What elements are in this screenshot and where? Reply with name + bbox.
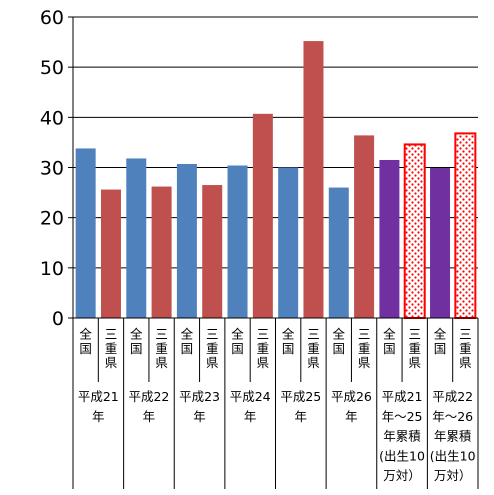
bar	[227, 165, 248, 318]
y-tick-label: 30	[40, 158, 64, 180]
group-label: 平成22 年～26 年累積(出生10 万対）	[430, 389, 476, 483]
bar	[278, 167, 299, 318]
bar	[328, 187, 349, 318]
y-tick-label: 10	[40, 258, 64, 280]
category-label: 全国	[333, 327, 346, 356]
category-label: 全国	[282, 327, 295, 356]
bar	[75, 148, 96, 318]
category-label: 三重県	[257, 327, 270, 371]
bar	[430, 168, 451, 318]
category-label: 三重県	[459, 327, 472, 371]
y-tick-label: 20	[40, 208, 64, 230]
group-label: 平成21 年	[78, 389, 119, 424]
bar	[303, 41, 324, 319]
axes	[68, 16, 479, 489]
y-tick-label: 50	[40, 57, 64, 79]
y-tick-label: 60	[40, 7, 64, 29]
category-label: 全国	[231, 327, 244, 356]
category-label: 三重県	[408, 327, 421, 371]
y-tick-label: 0	[52, 308, 64, 330]
category-label: 三重県	[206, 327, 219, 371]
group-label: 平成26 年	[331, 389, 372, 424]
category-label: 全国	[383, 327, 396, 356]
y-tick-label: 40	[40, 107, 64, 129]
category-label: 全国	[130, 327, 143, 356]
category-label: 全国	[79, 327, 92, 356]
category-label: 三重県	[155, 327, 168, 371]
bars	[75, 41, 477, 319]
bar	[151, 186, 172, 318]
bar	[176, 163, 197, 318]
group-label: 平成22 年	[128, 389, 169, 424]
group-label: 平成24 年	[230, 389, 271, 424]
category-label: 三重県	[358, 327, 371, 371]
bar	[379, 159, 400, 318]
category-label: 三重県	[105, 327, 118, 371]
bar	[403, 143, 426, 319]
bar	[252, 113, 273, 319]
bar	[202, 185, 223, 318]
bar	[354, 135, 375, 318]
group-label: 平成23 年	[179, 389, 220, 424]
bar	[454, 132, 477, 319]
category-label: 全国	[434, 327, 447, 356]
category-label: 三重県	[307, 327, 320, 371]
category-label: 全国	[181, 327, 194, 356]
group-label: 平成21 年～25 年累積(出生10 万対）	[379, 389, 425, 483]
group-label: 平成25 年	[280, 389, 321, 424]
bar	[126, 158, 147, 318]
bar	[100, 189, 121, 318]
